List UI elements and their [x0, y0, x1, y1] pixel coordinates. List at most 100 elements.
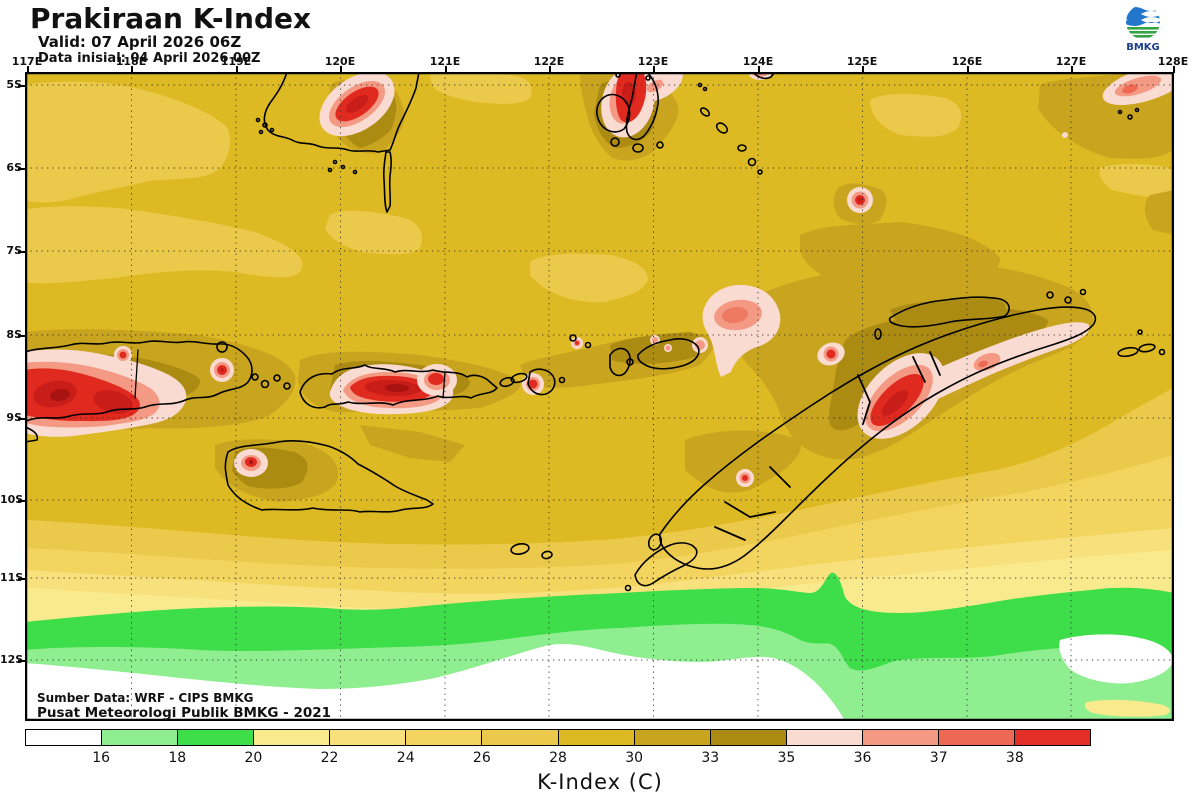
coast-flores	[299, 364, 498, 409]
lon-tick-label: 124E	[742, 55, 774, 68]
border-timor-internal	[714, 351, 941, 541]
band-below-16	[25, 643, 845, 721]
lat-tick-label: 6S	[6, 161, 22, 174]
colorbar-boundary-label: 35	[777, 750, 796, 766]
colorbar-boundary-label: 18	[168, 750, 187, 766]
bmkg-logo-label: BMKG	[1126, 42, 1160, 53]
lon-tick-label: 125E	[846, 55, 878, 68]
lat-tick-mark	[18, 251, 26, 253]
colorbar-boundary-label: 33	[701, 750, 720, 766]
colorbar-boundary-label: 20	[244, 750, 263, 766]
colorbar-boundary-label: 30	[625, 750, 644, 766]
cell-north-of-alor	[692, 284, 781, 377]
lon-tick-label: 117E	[11, 55, 43, 68]
white-patch-right	[1059, 634, 1174, 684]
lat-tick-label: 7S	[6, 244, 22, 257]
lon-tick-label: 122E	[533, 55, 565, 68]
lon-tick-mark	[445, 66, 447, 73]
coast-alor	[637, 338, 700, 370]
bmkg-logo-icon	[1126, 5, 1160, 39]
coast-buton	[625, 72, 659, 141]
colorbar-segment	[253, 730, 330, 745]
coast-savu	[510, 543, 553, 560]
lon-tick-mark	[862, 66, 864, 73]
colorbar-segment	[709, 730, 786, 745]
coast-ne-wetar-islets	[1046, 288, 1087, 304]
lon-tick-label: 120E	[324, 55, 356, 68]
lon-tick-mark	[27, 66, 29, 73]
colorbar-boundary-label: 37	[929, 750, 948, 766]
coast-sangeang	[216, 341, 228, 353]
colorbar-segment	[329, 730, 406, 745]
coast-pantar	[609, 347, 631, 377]
lon-tick-label: 119E	[220, 55, 252, 68]
colorbar-boundary-label: 28	[549, 750, 567, 766]
south-gradient-bands	[25, 387, 1174, 721]
coast-topright-specks	[1117, 107, 1140, 120]
colorbar-segment	[557, 730, 634, 745]
lat-tick-mark	[18, 660, 26, 662]
contour-light-patches	[25, 72, 1174, 303]
border-flores-internal	[442, 371, 446, 399]
coast-leti-moa	[1117, 329, 1166, 358]
coast-atauro	[874, 328, 882, 340]
lat-tick-mark	[18, 335, 26, 337]
colorbar-boundary-label: 16	[92, 750, 111, 766]
lon-tick-label: 123E	[637, 55, 669, 68]
coast-selayar	[382, 151, 392, 213]
colorbar-boundary-label: 38	[1005, 750, 1024, 766]
coast-solor-lembata	[499, 334, 592, 396]
colorbar-axis-label: K-Index (C)	[537, 770, 663, 794]
lon-tick-label: 128E	[1157, 55, 1189, 68]
valid-time-label: Valid: 07 April 2026 06Z	[38, 33, 242, 51]
lon-tick-mark	[236, 66, 238, 73]
cell-sumbawa-west	[25, 349, 187, 437]
map-canvas	[25, 72, 1174, 721]
colorbar-boundary-label: 26	[472, 750, 491, 766]
lon-tick-mark	[1071, 66, 1073, 73]
lat-tick-label: 11S	[0, 571, 24, 584]
cell-top-right	[1062, 72, 1174, 138]
cell-alor	[650, 335, 845, 366]
lon-tick-mark	[131, 66, 133, 73]
lat-tick-mark	[18, 418, 26, 420]
coast-sumba	[224, 439, 434, 513]
colorbar-segment	[405, 730, 482, 745]
colorbar-segment	[633, 730, 710, 745]
colorbar-segment	[177, 730, 254, 745]
coast-left-edge-islet	[25, 426, 39, 443]
colorbar-segment	[101, 730, 178, 745]
lat-tick-mark	[18, 578, 26, 580]
colorbar-segment	[937, 730, 1015, 745]
initial-time-label: Data inisial: 04 April 2026 00Z	[38, 51, 261, 66]
cell-sw-sulawesi	[319, 72, 395, 137]
lat-tick-label: 12S	[0, 653, 24, 666]
lon-tick-mark	[340, 66, 342, 73]
coast-sumbawa	[25, 340, 253, 422]
lat-tick-label: 9S	[6, 411, 22, 424]
colorbar-segment	[26, 730, 102, 745]
lon-tick-mark	[758, 66, 760, 73]
coast-timor	[659, 306, 1097, 570]
coast-rote	[634, 542, 698, 587]
coastlines	[25, 72, 1166, 592]
lon-tick-label: 127E	[1055, 55, 1087, 68]
lon-tick-label: 126E	[951, 55, 983, 68]
lat-tick-mark	[18, 168, 26, 170]
colorbar-segment	[1014, 730, 1091, 745]
lat-tick-mark	[18, 85, 26, 87]
colorbar-boundary-label: 36	[853, 750, 872, 766]
lat-tick-mark	[18, 500, 26, 502]
border-sumbawa-internal	[134, 349, 139, 399]
page-title: Prakiraan K-Index	[30, 2, 312, 35]
lon-tick-label: 118E	[115, 55, 147, 68]
colorbar	[25, 729, 1091, 746]
lon-tick-mark	[653, 66, 655, 73]
coast-wetar	[888, 296, 1010, 328]
lon-tick-mark	[549, 66, 551, 73]
colorbar-boundary-label: 24	[396, 750, 415, 766]
coast-south-sulawesi	[263, 72, 420, 153]
colorbar-segment	[861, 730, 938, 745]
source-org-line: Pusat Meteorologi Publik BMKG - 2021	[37, 705, 332, 721]
